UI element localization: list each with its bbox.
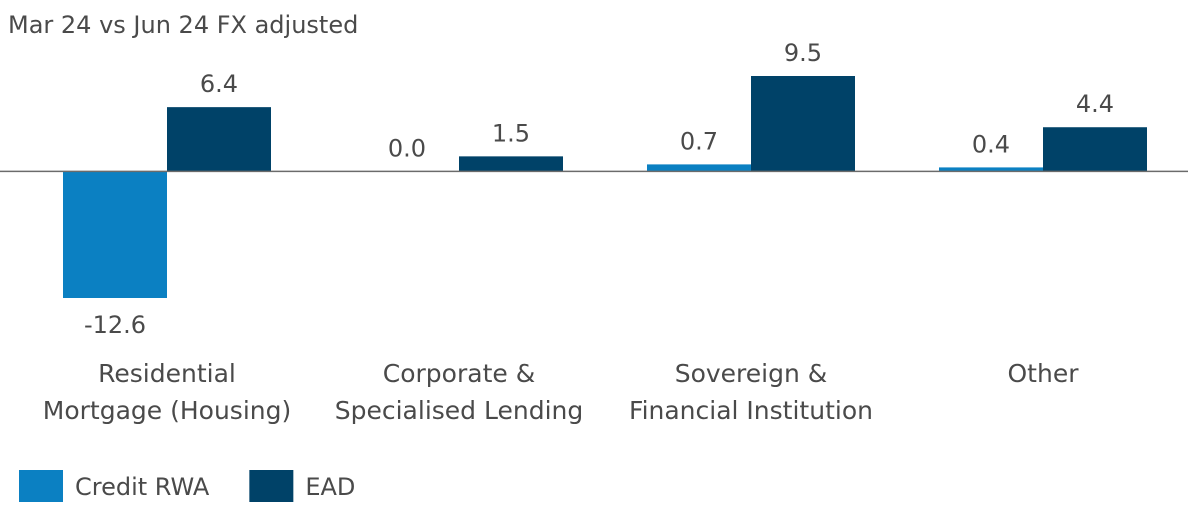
legend-swatch — [249, 470, 294, 502]
bar — [459, 156, 563, 172]
legend-label: Credit RWA — [75, 473, 210, 501]
bar — [63, 171, 167, 298]
legend-label: EAD — [305, 473, 355, 501]
x-tick-label: Mortgage (Housing) — [43, 396, 291, 425]
value-label: 4.4 — [1076, 90, 1114, 118]
bar — [167, 107, 271, 172]
value-label: 9.5 — [784, 39, 822, 67]
chart-title: Mar 24 vs Jun 24 FX adjusted — [8, 11, 358, 39]
value-label: 1.5 — [492, 119, 530, 147]
x-tick-label: Sovereign & — [675, 359, 828, 388]
value-label: 0.4 — [972, 130, 1010, 158]
legend-swatch — [19, 470, 63, 502]
bar — [647, 164, 751, 172]
bar — [939, 167, 1043, 172]
bar — [751, 76, 855, 172]
x-tick-label: Financial Institution — [629, 396, 873, 425]
bar — [1043, 127, 1147, 172]
value-label: 0.7 — [680, 127, 718, 155]
x-tick-label: Corporate & — [383, 359, 535, 388]
value-label: -12.6 — [84, 311, 146, 339]
x-tick-label: Specialised Lending — [335, 396, 584, 425]
x-tick-label: Residential — [98, 359, 236, 388]
value-label: 0.0 — [388, 134, 426, 162]
value-label: 6.4 — [200, 70, 238, 98]
x-tick-label: Other — [1008, 359, 1080, 388]
